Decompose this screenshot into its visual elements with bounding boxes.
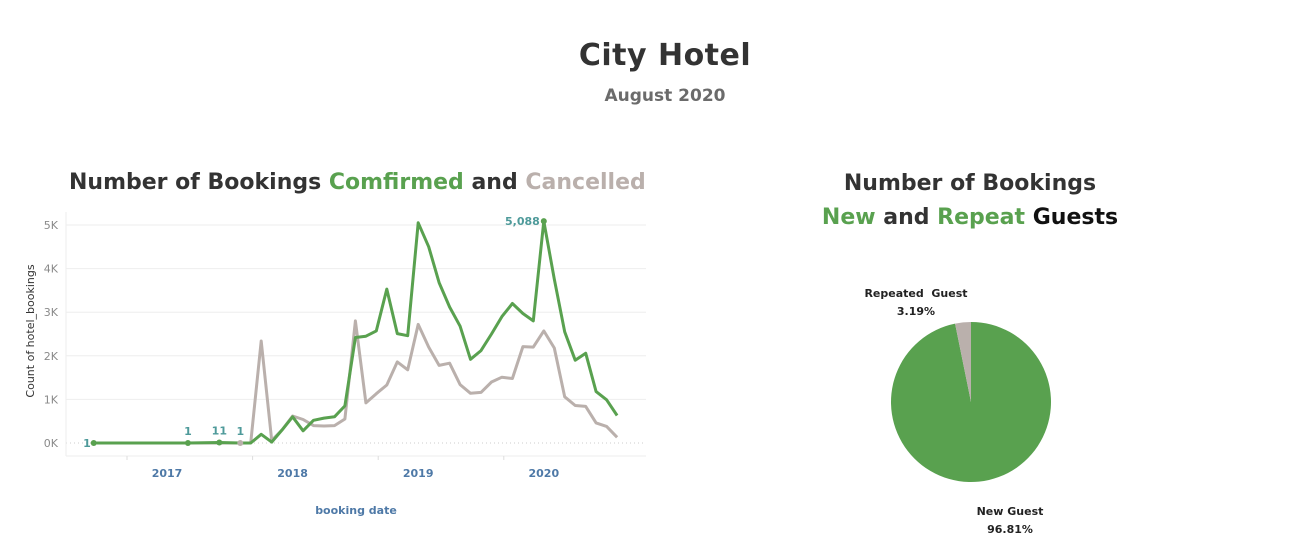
title-cancelled: Cancelled — [525, 170, 646, 195]
line-chart-title: Number of Bookings Comfirmed and Cancell… — [69, 170, 646, 195]
title-and: and — [463, 170, 526, 195]
y-axis: 0K 1K 2K 3K 4K 5K — [44, 219, 59, 450]
confirmed-series-line[interactable] — [93, 219, 619, 445]
dashboard-title: City Hotel — [578, 38, 752, 73]
svg-text:4K: 4K — [44, 263, 59, 276]
pie-title-guests: Guests — [1025, 205, 1119, 230]
svg-text:1: 1 — [236, 425, 244, 438]
svg-text:3K: 3K — [44, 306, 59, 319]
svg-text:1: 1 — [184, 425, 192, 438]
svg-text:5K: 5K — [44, 219, 59, 232]
svg-text:2018: 2018 — [277, 467, 308, 480]
new-guest-label: New Guest 96.81% — [950, 503, 1070, 539]
svg-text:2017: 2017 — [152, 467, 183, 480]
svg-text:2019: 2019 — [403, 467, 434, 480]
title-prefix: Number of Bookings — [69, 170, 329, 195]
annotation-marks: 11 11 15,088 — [83, 215, 547, 450]
new-guest-pct: 96.81% — [987, 523, 1033, 536]
new-guest-name: New Guest — [976, 505, 1044, 518]
svg-text:0K: 0K — [44, 437, 59, 450]
svg-text:5,088: 5,088 — [505, 215, 540, 228]
repeated-guest-label: Repeated Guest 3.19% — [856, 285, 976, 321]
title-confirmed: Comfirmed — [328, 170, 464, 195]
pie-title-line2: New and Repeat Guests — [770, 201, 1170, 235]
pie-title-and: and — [875, 205, 938, 230]
svg-text:1K: 1K — [44, 393, 59, 406]
pie-slice-repeated-guest[interactable] — [955, 322, 971, 402]
pie-title-repeat: Repeat — [937, 205, 1026, 230]
svg-text:11: 11 — [212, 425, 227, 438]
svg-text:2K: 2K — [44, 350, 59, 363]
line-chart[interactable]: 0K 1K 2K 3K 4K 5K 2017 2018 2019 2020 Count of h… — [0, 200, 680, 540]
pie-chart[interactable] — [886, 317, 1056, 487]
x-axis: 2017 2018 2019 2020 — [126, 456, 559, 480]
dashboard-subtitle: August 2020 — [604, 86, 726, 106]
svg-text:1: 1 — [83, 437, 91, 450]
repeated-guest-pct: 3.19% — [896, 305, 936, 318]
pie-chart-title: Number of Bookings New and Repeat Guests — [770, 167, 1170, 235]
y-axis-label: Count of hotel_bookings — [24, 264, 37, 397]
pie-title-new: New — [821, 205, 876, 230]
repeated-guest-name: Repeated Guest — [864, 287, 968, 300]
svg-text:2020: 2020 — [528, 467, 559, 480]
pie-title-line1: Number of Bookings — [843, 171, 1097, 196]
x-axis-label: booking date — [315, 504, 397, 517]
